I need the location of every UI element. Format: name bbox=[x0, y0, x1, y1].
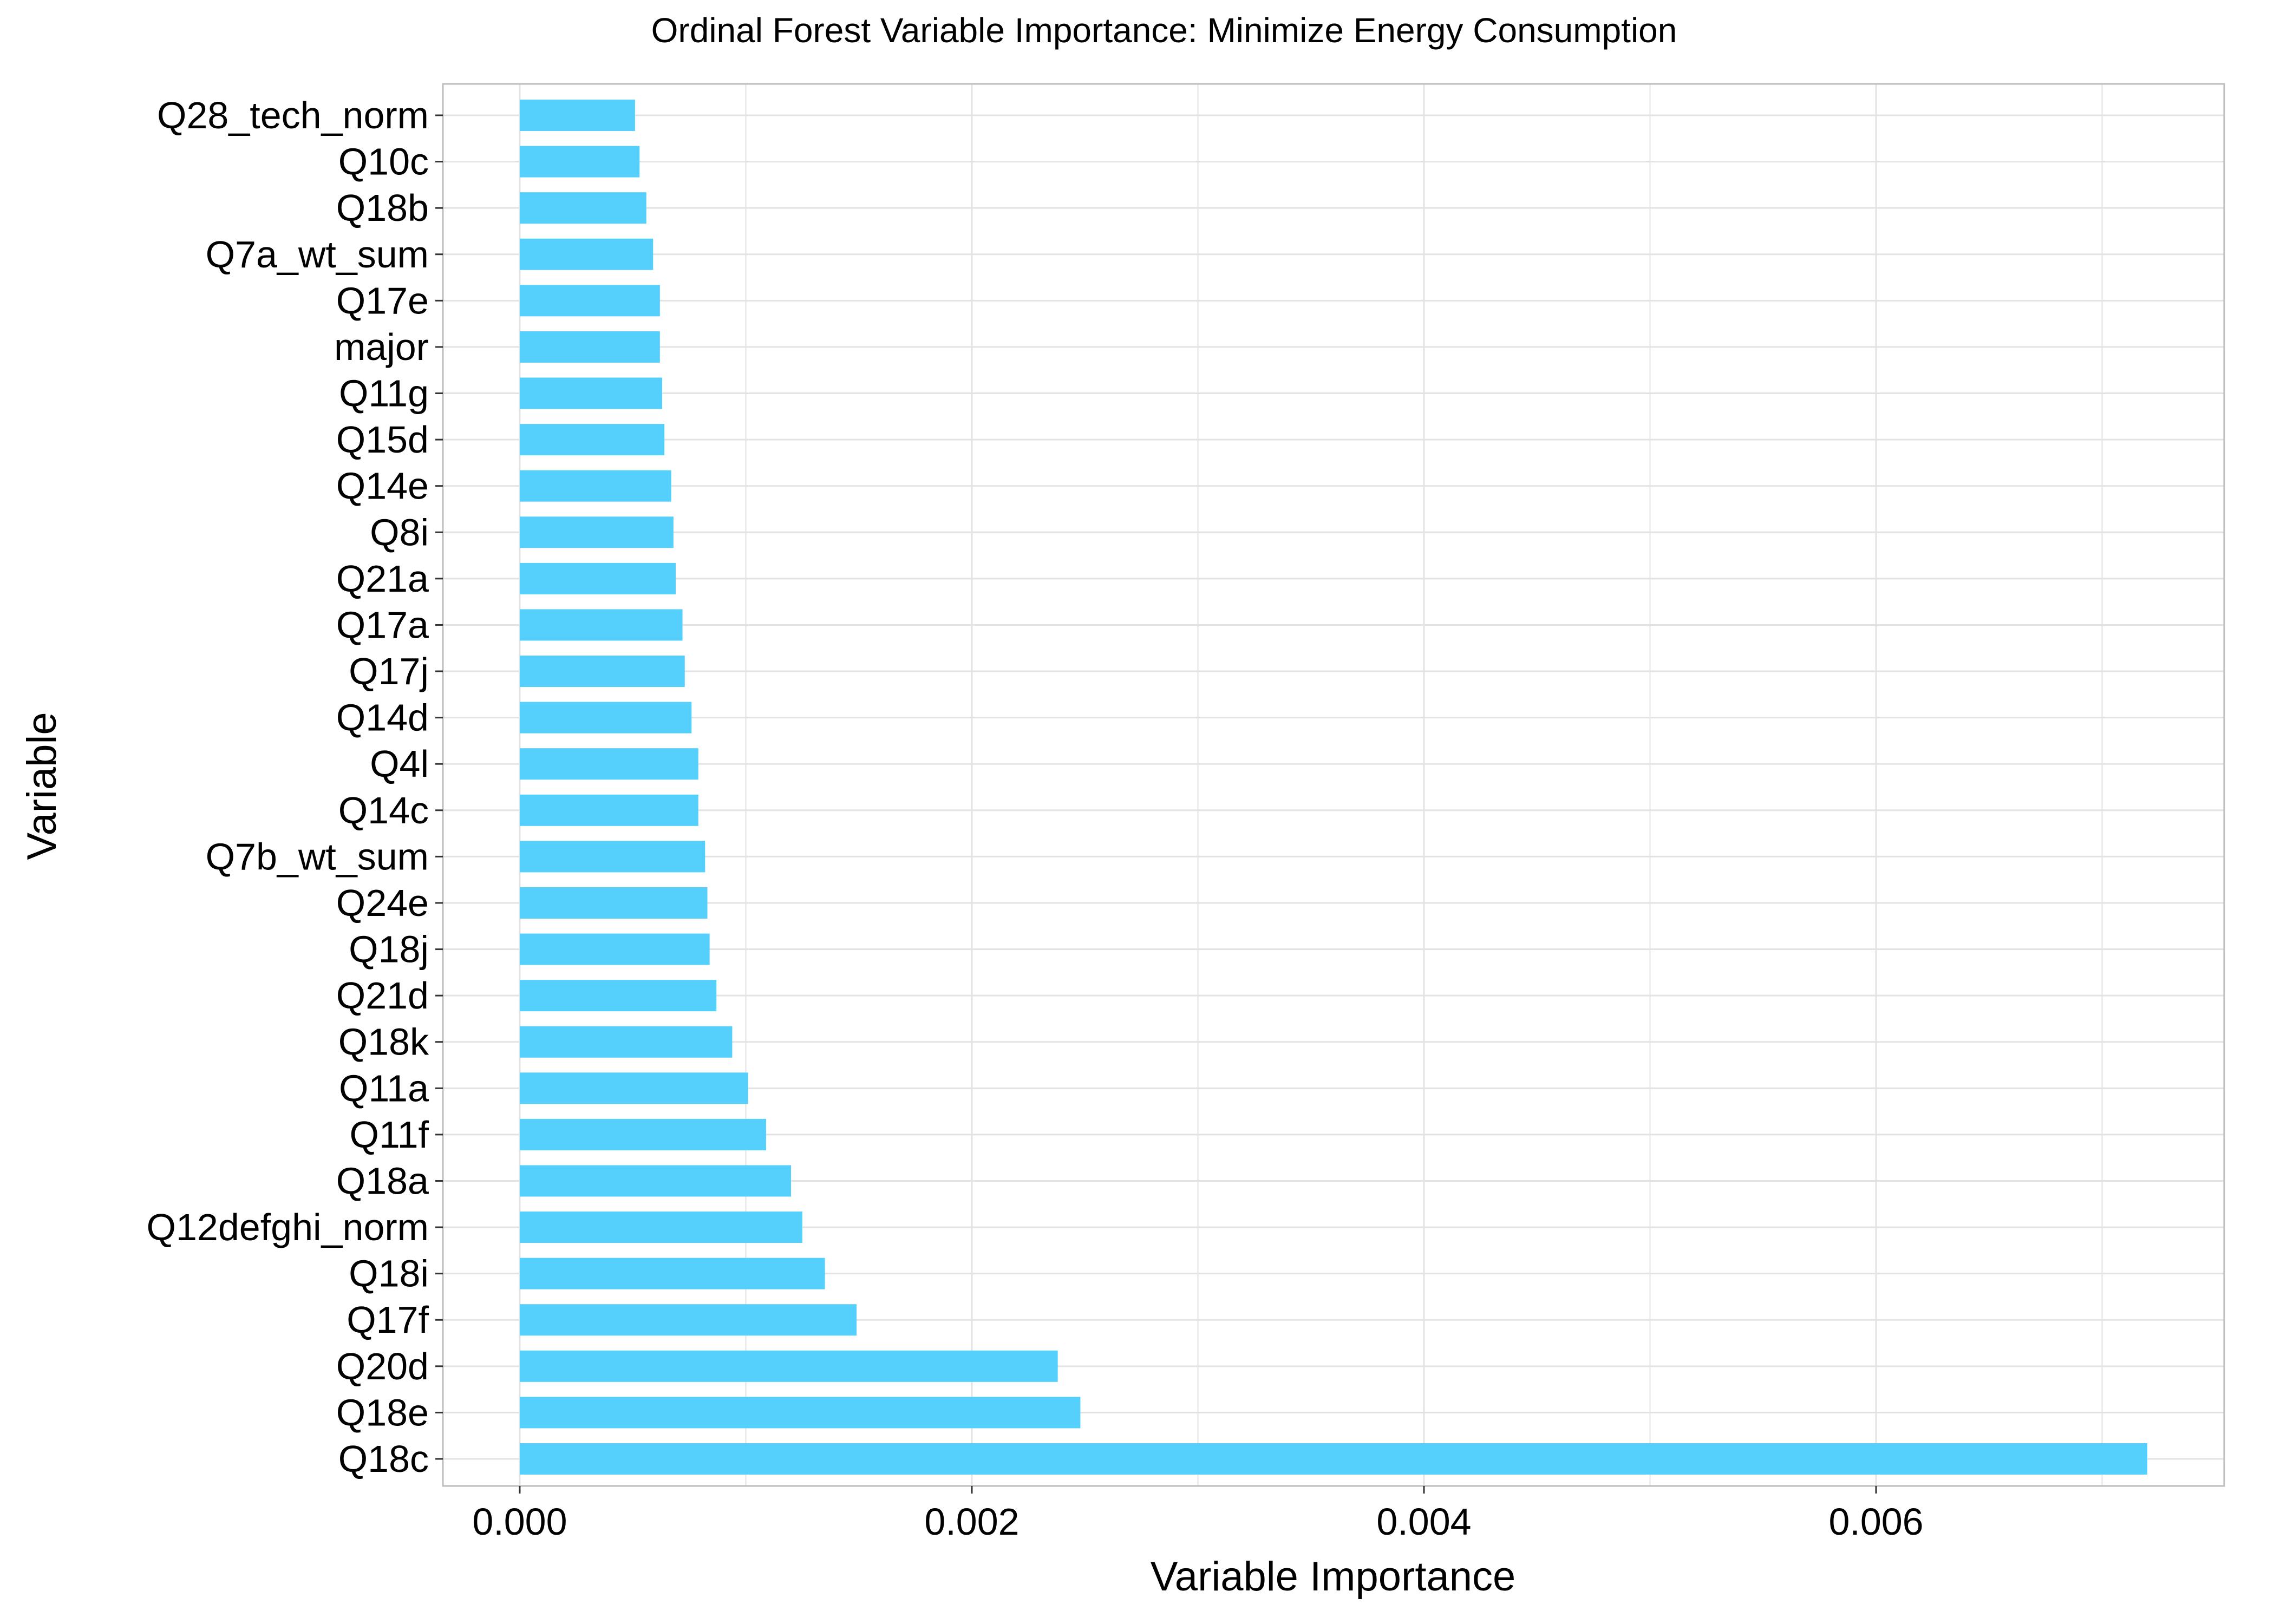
y-axis-label: Variable bbox=[19, 712, 65, 860]
y-tick-label: Q10c bbox=[338, 141, 429, 183]
y-tick-label: Q28_tech_norm bbox=[157, 94, 429, 136]
y-tick-label: Q11f bbox=[349, 1114, 429, 1156]
bar bbox=[519, 100, 635, 131]
bar bbox=[519, 1350, 1058, 1382]
y-tick-label: Q18k bbox=[338, 1021, 429, 1063]
bar bbox=[519, 1165, 791, 1197]
y-tick-label: Q18c bbox=[338, 1438, 429, 1480]
x-tick-label: 0.002 bbox=[924, 1501, 1019, 1543]
y-tick-label: major bbox=[334, 326, 429, 368]
bar bbox=[519, 146, 640, 178]
y-tick-label: Q11a bbox=[339, 1067, 429, 1109]
bar bbox=[519, 887, 708, 919]
bar bbox=[519, 1258, 825, 1289]
y-tick-label: Q21d bbox=[336, 974, 429, 1017]
y-tick-label: Q20d bbox=[336, 1345, 429, 1387]
y-axis-ticks: Q28_tech_norm Q10cQ18bQ7a_wt_sumQ17emajor… bbox=[147, 94, 443, 1480]
y-tick-label: Q18j bbox=[349, 928, 429, 971]
bar bbox=[519, 192, 646, 224]
y-tick-label: Q18b bbox=[336, 187, 429, 229]
y-tick-label: Q12defghi_norm bbox=[147, 1206, 429, 1248]
bar bbox=[519, 1443, 2148, 1475]
y-tick-label: Q18i bbox=[349, 1253, 429, 1295]
y-tick-label: Q14d bbox=[336, 697, 429, 739]
bar bbox=[519, 238, 654, 270]
y-tick-label: Q7b_wt_sum bbox=[206, 835, 429, 878]
y-tick-label: Q7a_wt_sum bbox=[206, 233, 429, 276]
x-axis-ticks: 0.000 0.002 0.004 0.006 bbox=[472, 1486, 1924, 1543]
grid-lines bbox=[443, 84, 2224, 1486]
y-tick-label: Q4l bbox=[370, 743, 429, 785]
x-tick-label: 0.000 bbox=[472, 1501, 567, 1543]
bar bbox=[519, 331, 660, 363]
x-tick-label: 0.006 bbox=[1828, 1501, 1923, 1543]
bar bbox=[519, 1212, 802, 1243]
bar bbox=[519, 285, 660, 317]
bar bbox=[519, 702, 692, 734]
x-tick-label: 0.004 bbox=[1376, 1501, 1471, 1543]
y-tick-label: Q11g bbox=[339, 372, 429, 415]
x-axis-label: Variable Importance bbox=[1151, 1554, 1516, 1600]
y-tick-label: Q24e bbox=[336, 882, 429, 924]
chart-title: Ordinal Forest Variable Importance: Mini… bbox=[651, 11, 1677, 50]
bar bbox=[519, 1072, 748, 1104]
plot-frame bbox=[442, 83, 2225, 1487]
y-tick-label: Q14c bbox=[338, 789, 429, 831]
y-tick-label: Q8i bbox=[370, 511, 429, 553]
y-tick-label: Q18e bbox=[336, 1391, 429, 1433]
y-tick-label: Q17a bbox=[336, 604, 429, 646]
bar bbox=[519, 656, 685, 687]
bar bbox=[519, 980, 717, 1012]
bar bbox=[519, 841, 705, 873]
bars bbox=[519, 100, 2148, 1475]
y-tick-label: Q18a bbox=[336, 1160, 429, 1202]
bar bbox=[519, 470, 671, 502]
y-tick-label: Q15d bbox=[336, 418, 429, 461]
y-tick-label: Q17e bbox=[336, 279, 429, 322]
bar bbox=[519, 377, 662, 409]
bar bbox=[519, 748, 698, 780]
bar bbox=[519, 1118, 767, 1150]
bar bbox=[519, 794, 698, 826]
bar bbox=[519, 933, 710, 965]
bar bbox=[519, 516, 674, 548]
y-tick-label: Q14e bbox=[336, 465, 429, 507]
y-tick-label: Q21a bbox=[336, 558, 429, 600]
bar bbox=[519, 424, 665, 456]
bar bbox=[519, 562, 676, 594]
y-tick-label: Q17j bbox=[349, 650, 429, 692]
bar bbox=[519, 609, 683, 641]
bar bbox=[519, 1026, 733, 1058]
bar bbox=[519, 1397, 1081, 1429]
y-tick-label: Q17f bbox=[347, 1299, 429, 1341]
bar bbox=[519, 1304, 857, 1336]
